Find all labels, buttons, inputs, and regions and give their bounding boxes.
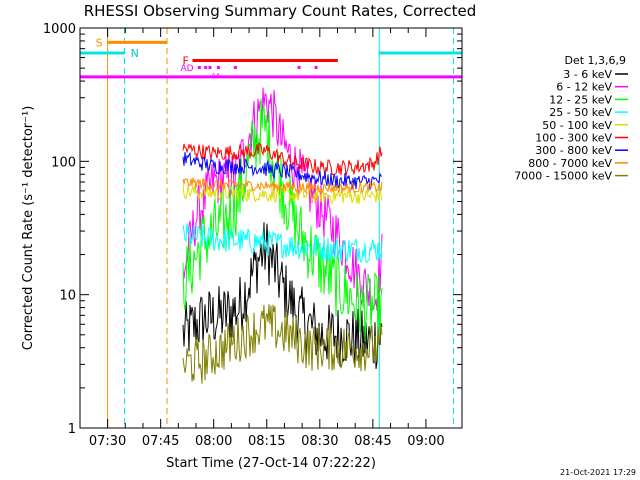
y-axis: 1 10 100 1000 — [43, 22, 462, 437]
series-lines — [182, 87, 383, 384]
x-tick-label: 08:00 — [195, 434, 232, 449]
legend-label: 300 - 800 keV — [535, 144, 612, 157]
x-tick-label: 07:30 — [89, 434, 126, 449]
attenuator-dot — [314, 65, 318, 69]
y-tick-label: 100 — [51, 155, 76, 170]
y-tick-label: 1000 — [43, 22, 76, 37]
series-line-3 — [182, 223, 383, 264]
series-line-8 — [182, 304, 383, 384]
attenuator-mark: A — [216, 72, 221, 80]
series-line-7 — [182, 177, 383, 194]
night-label: N — [131, 47, 139, 60]
series-line-2 — [182, 98, 383, 342]
legend-label: 25 - 50 keV — [549, 106, 612, 119]
attenuator-dot — [208, 65, 212, 69]
series-line-1 — [182, 87, 383, 321]
y-axis-label: Corrected Count Rate (s⁻¹ detector⁻¹) — [21, 106, 36, 351]
flare-label: F — [182, 55, 188, 68]
attenuator-dot — [297, 65, 301, 69]
x-axis: 07:30 07:45 08:00 08:15 08:30 08:45 09:00 — [89, 28, 445, 449]
legend-title: Det 1,3,6,9 — [564, 54, 626, 67]
series-line-5 — [182, 142, 383, 176]
attenuator-dot — [233, 65, 237, 69]
legend-label: 50 - 100 keV — [542, 119, 612, 132]
attenuator-label: AD — [180, 64, 193, 74]
legend-label: 100 - 300 keV — [535, 132, 612, 145]
plot-frame — [79, 27, 463, 429]
x-axis-label: Start Time (27-Oct-14 07:22:22) — [166, 456, 376, 471]
attenuator-dot — [197, 65, 201, 69]
x-tick-label: 07:45 — [142, 434, 179, 449]
footer-date: 21-Oct-2021 17:29 — [560, 468, 636, 477]
y-tick-label: 10 — [59, 289, 76, 304]
attenuator-dot — [216, 65, 220, 69]
x-tick-label: 08:15 — [248, 434, 285, 449]
legend-label: 12 - 25 keV — [549, 93, 612, 106]
attenuator-mark: A — [211, 72, 216, 80]
y-tick-label: 1 — [68, 422, 76, 437]
series-line-0 — [182, 222, 383, 369]
series-line-4 — [182, 184, 383, 205]
legend-label: 3 - 6 keV — [563, 68, 612, 81]
legend-label: 800 - 7000 keV — [528, 157, 612, 170]
saa-label: S — [96, 36, 103, 49]
instrument-flags: A A S N FAD — [79, 28, 462, 428]
series-line-6 — [182, 151, 383, 191]
attenuator-dot — [204, 65, 208, 69]
legend-label: 7000 - 15000 keV — [514, 170, 612, 183]
x-tick-label: 08:30 — [301, 434, 338, 449]
x-tick-label: 08:45 — [354, 434, 391, 449]
legend-label: 6 - 12 keV — [556, 81, 612, 94]
chart-title: RHESSI Observing Summary Count Rates, Co… — [84, 2, 477, 20]
x-tick-label: 09:00 — [407, 434, 444, 449]
